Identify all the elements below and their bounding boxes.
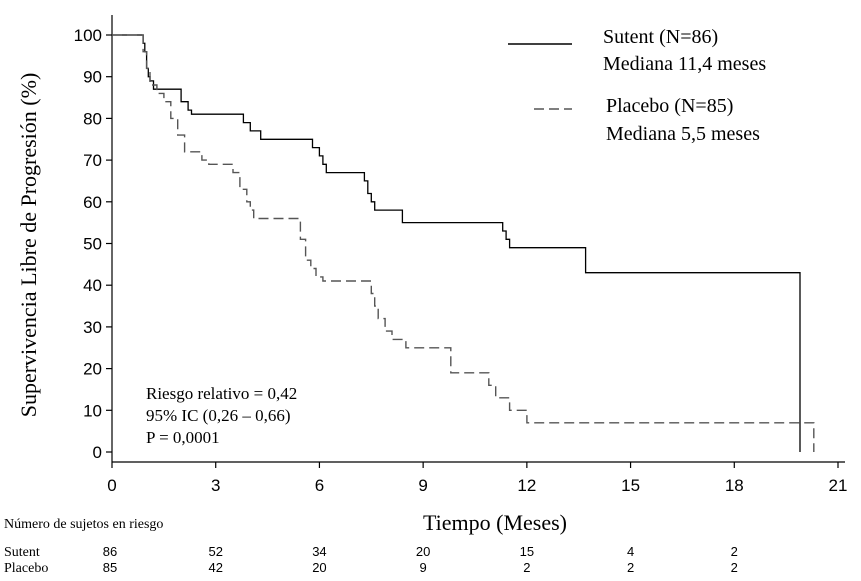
stat-annotation: 95% IC (0,26 – 0,66) bbox=[146, 406, 290, 425]
axes: 0 10 20 30 40 50 60 70 80 90 100 0 3 6 9 12 15 18 21 Tiempo… bbox=[16, 15, 847, 535]
x-tick-label: 15 bbox=[621, 476, 640, 495]
at-risk-count: 2 bbox=[731, 544, 738, 559]
y-tick-label: 50 bbox=[83, 235, 102, 254]
at-risk-count: 2 bbox=[627, 560, 634, 575]
y-tick-label: 10 bbox=[83, 401, 102, 420]
legend-median-placebo: Mediana 5,5 meses bbox=[606, 123, 760, 145]
at-risk-count: 2 bbox=[523, 560, 530, 575]
at-risk-count: 15 bbox=[520, 544, 534, 559]
y-tick-label: 20 bbox=[83, 360, 102, 379]
at-risk-row-label: Placebo bbox=[4, 561, 48, 576]
y-tick-label: 0 bbox=[93, 443, 102, 462]
at-risk-title: Número de sujetos en riesgo bbox=[4, 517, 163, 532]
y-axis-label: Supervivencia Libre de Progresión (%) bbox=[16, 73, 41, 418]
stat-annotation: P = 0,0001 bbox=[146, 428, 220, 447]
y-tick-label: 80 bbox=[83, 109, 102, 128]
x-tick-label: 0 bbox=[107, 476, 116, 495]
x-tick-label: 12 bbox=[517, 476, 536, 495]
at-risk-count: 85 bbox=[103, 560, 117, 575]
x-tick-label: 6 bbox=[315, 476, 324, 495]
at-risk-count: 9 bbox=[420, 560, 427, 575]
x-tick-label: 9 bbox=[418, 476, 427, 495]
at-risk-row-label: Sutent bbox=[4, 545, 40, 560]
at-risk-count: 2 bbox=[731, 560, 738, 575]
y-tick-label: 60 bbox=[83, 193, 102, 212]
y-tick-label: 40 bbox=[83, 276, 102, 295]
x-axis-label: Tiempo (Meses) bbox=[423, 510, 567, 535]
legend-median-sutent: Mediana 11,4 meses bbox=[603, 53, 766, 75]
y-tick-label: 90 bbox=[83, 68, 102, 87]
legend-label-placebo: Placebo (N=85) bbox=[606, 95, 733, 117]
y-tick-label: 30 bbox=[83, 318, 102, 337]
at-risk-count: 4 bbox=[627, 544, 634, 559]
legend-label-sutent: Sutent (N=86) bbox=[603, 26, 718, 48]
annotations: Riesgo relativo = 0,42 95% IC (0,26 – 0,6… bbox=[146, 384, 297, 447]
at-risk-count: 42 bbox=[208, 560, 222, 575]
y-tick-label: 70 bbox=[83, 151, 102, 170]
at-risk-count: 86 bbox=[103, 544, 117, 559]
y-tick-label: 100 bbox=[74, 26, 102, 45]
legend: Sutent (N=86) Mediana 11,4 meses Placebo (… bbox=[508, 26, 766, 145]
x-tick-label: 21 bbox=[829, 476, 848, 495]
x-tick-label: 18 bbox=[725, 476, 744, 495]
stat-annotation: Riesgo relativo = 0,42 bbox=[146, 384, 297, 403]
at-risk-table: Número de sujetos en riesgo SutentPlacebo… bbox=[4, 517, 738, 576]
survival-curves bbox=[112, 34, 815, 452]
at-risk-count: 20 bbox=[312, 560, 326, 575]
x-tick-label: 3 bbox=[211, 476, 220, 495]
at-risk-count: 52 bbox=[208, 544, 222, 559]
at-risk-count: 20 bbox=[416, 544, 430, 559]
series-line-placebo bbox=[112, 34, 815, 452]
at-risk-count: 34 bbox=[312, 544, 326, 559]
